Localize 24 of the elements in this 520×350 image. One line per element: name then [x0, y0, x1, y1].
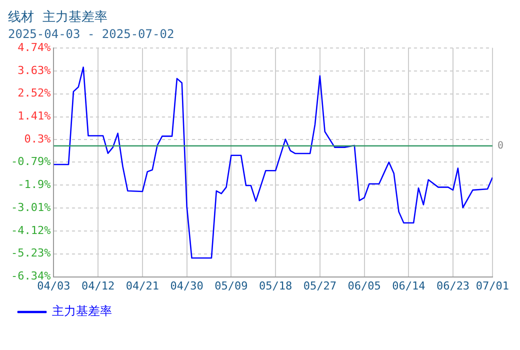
y-tick-label: -5.23% — [10, 246, 52, 260]
x-tick-label: 04/12 — [82, 279, 115, 292]
y-tick-label: 4.74% — [18, 40, 52, 54]
legend-label: 主力基差率 — [52, 304, 112, 318]
x-tick-label: 05/09 — [214, 279, 248, 292]
y-tick-label: 3.63% — [18, 64, 52, 77]
x-tick-label: 04/30 — [170, 279, 204, 292]
y-tick-label: -3.01% — [10, 200, 52, 214]
y-tick-label: 2.52% — [18, 86, 52, 100]
x-tick-label: 07/01 — [476, 279, 510, 292]
ref-line-label: 0 — [497, 140, 504, 152]
x-tick-label: 04/21 — [126, 279, 160, 292]
x-tick-label: 05/18 — [258, 279, 292, 292]
chart-subtitle: 2025-04-03 - 2025-07-02 — [8, 26, 174, 41]
y-tick-label: 0.3% — [24, 132, 52, 146]
y-tick-label: -1.9% — [18, 178, 52, 191]
x-tick-label: 06/05 — [348, 279, 381, 292]
chart-title: 线材 主力基差率 — [8, 9, 108, 26]
x-tick-label: 05/27 — [303, 279, 336, 292]
x-tick-label: 06/14 — [392, 279, 426, 292]
y-tick-label: 1.41% — [18, 110, 52, 123]
y-tick-label: -4.12% — [10, 224, 52, 237]
y-tick-label: -0.79% — [10, 155, 52, 168]
x-tick-label: 06/23 — [436, 279, 470, 292]
